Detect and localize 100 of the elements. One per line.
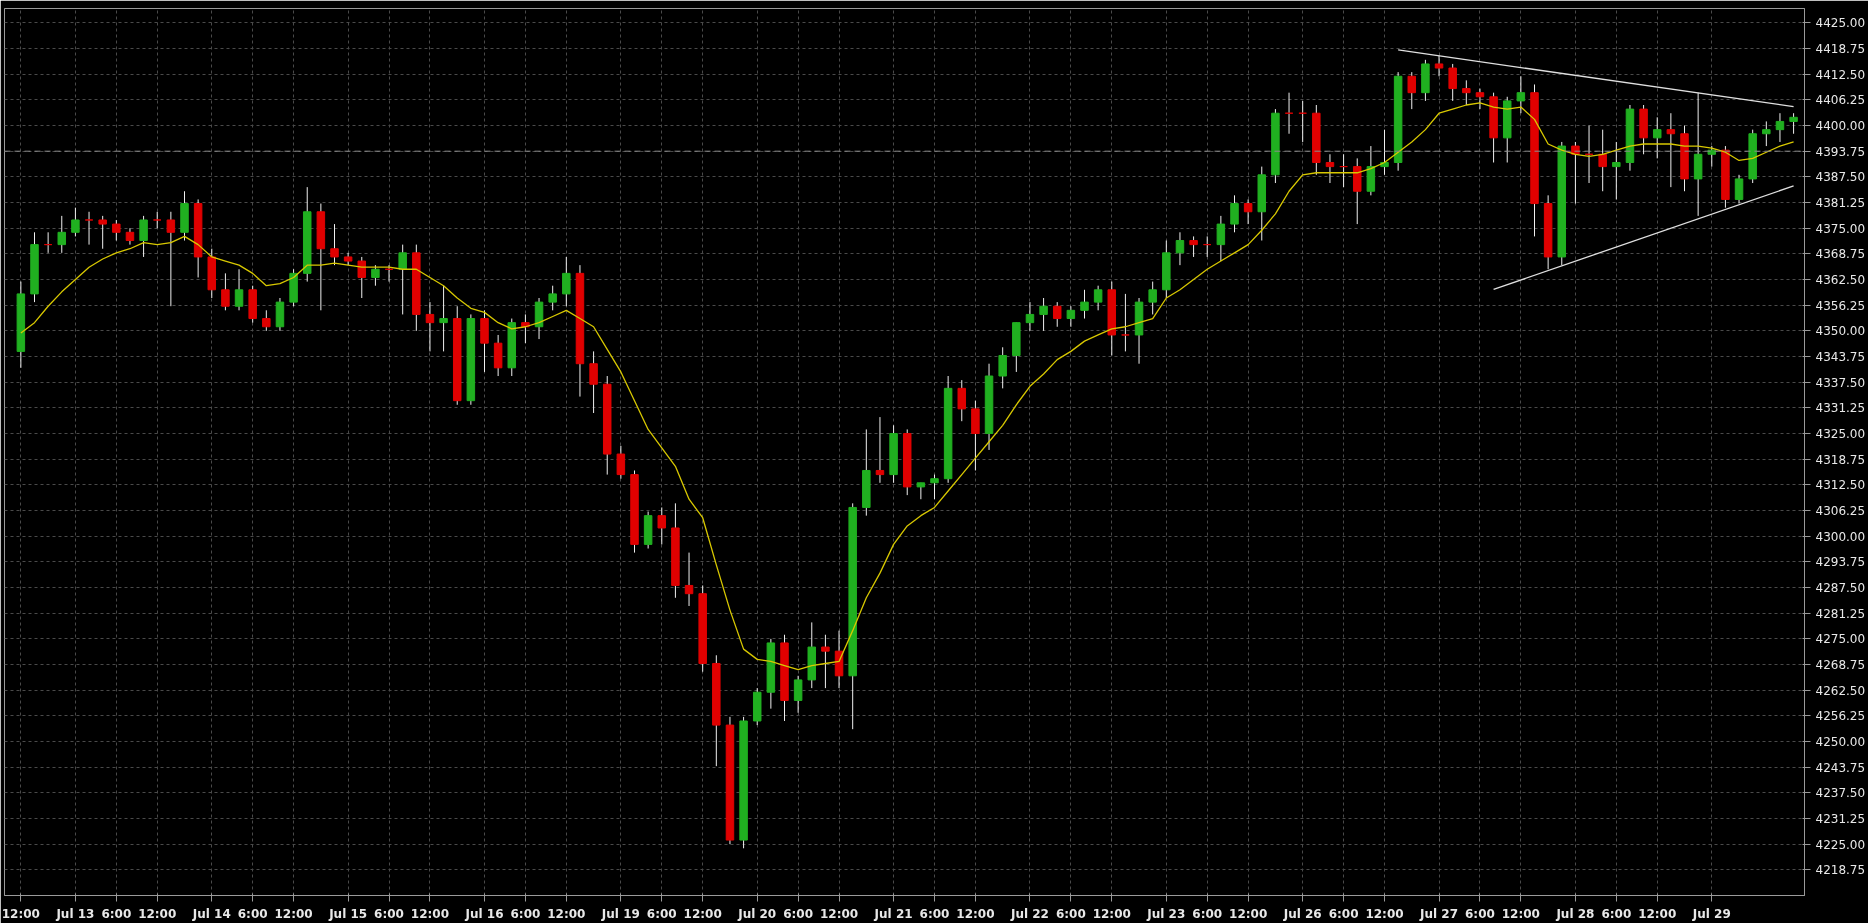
candlestick — [589, 350, 598, 414]
x-tick-label: 6:00 — [919, 906, 950, 921]
y-tick-label: 4325.00 — [1815, 427, 1866, 442]
candlestick — [371, 264, 380, 287]
candlestick — [1121, 293, 1130, 352]
candlestick — [1475, 88, 1485, 110]
candlestick — [1230, 194, 1239, 233]
candlestick — [1571, 141, 1580, 205]
candlestick — [1789, 112, 1798, 135]
y-tick-label: 4250.00 — [1815, 735, 1866, 750]
candlestick — [1052, 301, 1062, 328]
candlestick — [98, 215, 107, 250]
candlestick — [1775, 112, 1785, 143]
y-tick-label: 4393.75 — [1815, 144, 1866, 159]
x-tick-label: Jul 19 — [600, 906, 640, 921]
y-tick-label: 4268.75 — [1815, 658, 1866, 673]
candlestick — [1707, 145, 1717, 168]
x-tick-label: Jul 23 — [1146, 906, 1186, 921]
y-tick-label: 4381.25 — [1815, 196, 1866, 211]
candlestick — [398, 244, 407, 315]
candlestick — [1066, 305, 1076, 328]
x-tick-label: 6:00 — [783, 906, 814, 921]
candlestick — [1516, 75, 1526, 114]
x-tick-label: Jul 14 — [191, 906, 231, 921]
x-tick-label: 12:00 — [274, 906, 313, 921]
y-tick-label: 4312.50 — [1815, 478, 1866, 493]
x-tick-label: 6:00 — [1192, 906, 1223, 921]
candlestick — [221, 272, 230, 311]
x-tick-label: 6:00 — [237, 906, 268, 921]
candlestick — [1598, 129, 1607, 192]
candlestick — [562, 256, 571, 307]
candlestick — [1434, 55, 1444, 77]
candlestick — [1189, 235, 1198, 258]
candlestick — [234, 268, 244, 311]
y-tick-label: 4337.50 — [1815, 375, 1866, 390]
candlestick — [139, 215, 148, 258]
line-series — [20, 102, 1795, 671]
candlestick — [684, 552, 694, 607]
x-tick-label: Jul 21 — [873, 906, 913, 921]
candlestick — [425, 301, 435, 352]
candlestick — [84, 211, 94, 246]
candlestick — [930, 474, 939, 500]
candlestick — [343, 252, 353, 266]
x-tick-label: Jul 15 — [328, 906, 368, 921]
candlestick — [1325, 153, 1335, 184]
y-tick-label: 4287.50 — [1815, 581, 1866, 596]
x-tick-label: 12:00 — [547, 906, 586, 921]
x-tick-label: Jul 27 — [1419, 906, 1459, 921]
x-tick-label: 12:00 — [956, 906, 995, 921]
y-tick-label: 4231.25 — [1815, 812, 1866, 826]
candlestick — [998, 346, 1007, 389]
candlestick — [166, 211, 176, 307]
candlestick — [657, 506, 667, 545]
candlestick — [1462, 79, 1471, 106]
candlestick — [1652, 116, 1662, 159]
y-tick-label: 4300.00 — [1815, 529, 1866, 544]
x-tick-label: 12:00 — [1092, 906, 1131, 921]
x-tick-label: 12:00 — [683, 906, 722, 921]
candlestick — [821, 634, 830, 689]
candlestick — [112, 219, 121, 242]
candlestick — [125, 227, 135, 246]
x-tick-label: 6:00 — [510, 906, 541, 921]
y-tick-label: 4400.00 — [1815, 119, 1866, 134]
candlestick — [71, 207, 80, 237]
x-tick-label: 6:00 — [1328, 906, 1359, 921]
candlestick — [1025, 301, 1035, 332]
x-tick-label: 6:00 — [1465, 906, 1495, 921]
candlestick — [1243, 198, 1253, 225]
y-tick-label: 4318.75 — [1815, 452, 1866, 467]
candlestick — [916, 482, 926, 500]
x-tick-label: 12:00 — [819, 906, 859, 921]
y-tick-label: 4281.25 — [1815, 606, 1866, 621]
x-tick-label: 6:00 — [374, 906, 404, 921]
x-tick-label: Jul 26 — [1282, 906, 1322, 921]
x-tick-label: 12:00 — [1229, 906, 1268, 921]
x-tick-label: 6:00 — [1055, 906, 1086, 921]
x-tick-label: 6:00 — [101, 906, 132, 921]
candlestick — [57, 215, 67, 254]
candlestick — [439, 285, 448, 352]
candlestick — [1148, 281, 1157, 315]
candlestick — [1448, 63, 1457, 102]
x-tick-label: Jul 13 — [55, 906, 95, 921]
candlestick — [357, 256, 367, 299]
candlestick — [548, 285, 557, 311]
x-tick-label: Jul 29 — [1691, 906, 1731, 921]
x-tick-label: Jul 28 — [1555, 906, 1595, 921]
candlestick — [1175, 231, 1185, 266]
y-tick-label: 4237.50 — [1815, 786, 1866, 801]
candlestick — [1762, 120, 1771, 147]
y-tick-label: 4362.50 — [1815, 273, 1866, 288]
candlestick — [1612, 141, 1621, 200]
candlestick — [616, 445, 626, 480]
y-tick-label: 4350.00 — [1815, 324, 1866, 339]
candlestick — [957, 379, 967, 422]
x-tick-label: 6:00 — [1601, 906, 1632, 921]
x-tick-label: 6:00 — [646, 906, 677, 921]
candlestick — [1734, 174, 1744, 205]
x-tick-label: Jul 20 — [737, 906, 777, 921]
y-tick-label: 4218.75 — [1815, 863, 1866, 878]
candlestick — [793, 675, 803, 714]
